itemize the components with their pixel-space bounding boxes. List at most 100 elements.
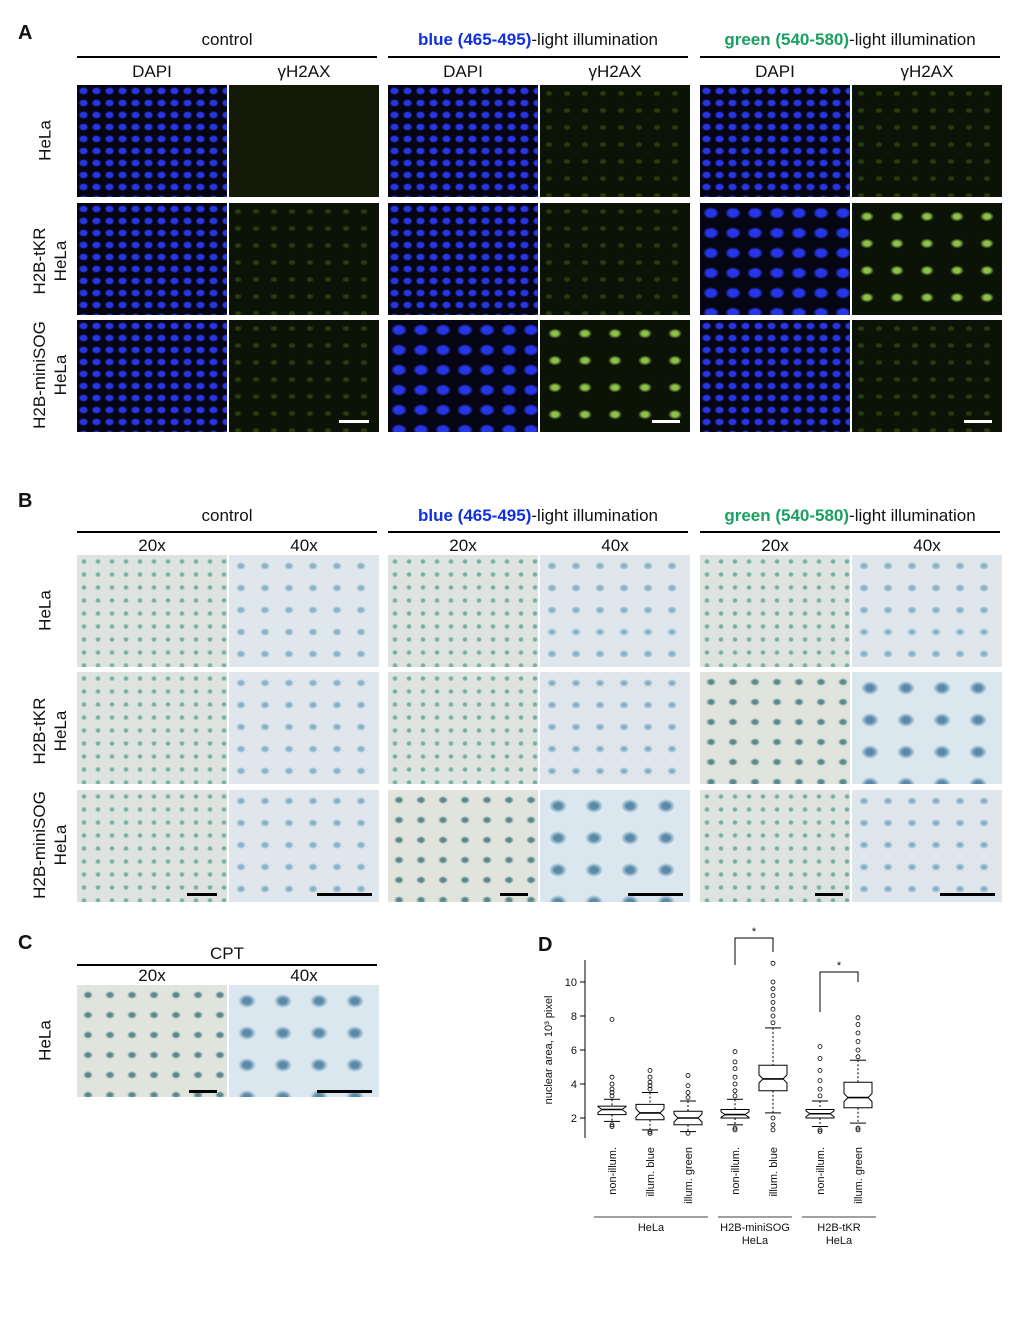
outlier-point [855,1022,861,1027]
panel-b-sub-3: 20x [449,536,477,555]
panel-b-rule-2 [388,531,688,533]
micrograph-a-minisog-control-gh2ax [229,320,379,432]
panel-b-row-label-h2b-minisog: H2B-miniSOG HeLa [29,783,71,907]
panel-b-blue-header: blue (465-495)-light illumination [388,506,688,526]
box-1 [635,1103,665,1121]
outlier-point [770,1127,776,1133]
outlier-point [647,1129,653,1135]
scale-bar [500,893,528,896]
outlier-point [770,960,776,966]
micrograph-a-minisog-blue-dapi [388,320,538,432]
panel-a-sub-3: DAPI [443,62,483,81]
scale-bar [187,893,217,896]
outlier-point [817,1086,823,1092]
outlier-point [732,1081,738,1087]
row-label-line: H2B-tKR [30,227,49,295]
outlier-point [609,1093,615,1099]
panel-b-sub-5: 20x [761,536,789,555]
micrograph-a-minisog-green-dapi [700,320,850,432]
group-label: HeLa [638,1222,665,1234]
micrograph-b-hela-green-40x [852,555,1002,667]
panel-b-sub-1: 20x [138,536,166,555]
micrograph-a-hela-green-dapi [700,85,850,197]
significance-bracket [734,937,774,965]
outlier-point [770,1006,776,1012]
significance-star: * [752,926,757,938]
micrograph-a-tkr-control-dapi [77,203,227,315]
scale-bar [815,893,843,896]
box-4 [758,1064,788,1092]
outlier-point [855,1015,861,1021]
y-axis-label: nuclear area, 10³ pixel [543,996,555,1105]
scale-bar [317,893,372,896]
outlier-point [609,1090,615,1095]
panel-a-row-label-h2b-tkr: H2B-tKR HeLa [29,216,71,306]
panel-c-header: CPT [210,944,244,963]
outlier-point [685,1073,691,1078]
group-label: HeLa [742,1235,769,1247]
outlier-point [770,1020,776,1026]
outlier-point [732,1049,738,1055]
y-tick-label: 6 [571,1045,577,1057]
box-3 [720,1109,750,1119]
outlier-point [732,1074,738,1080]
y-tick-label: 8 [571,1011,577,1023]
scale-bar [317,1090,372,1093]
micrograph-a-hela-blue-dapi [388,85,538,197]
outlier-point [855,1125,861,1131]
illumination-suffix: -light illumination [849,506,976,525]
micrograph-a-minisog-green-gh2ax [852,320,1002,432]
outlier-point [647,1079,653,1085]
outlier-point [732,1059,738,1065]
outlier-point [647,1074,653,1080]
panel-c-rule [77,964,377,966]
panel-a-row-label-hela: HeLa [35,120,55,161]
panel-a-blue-header: blue (465-495)-light illumination [388,30,688,50]
scale-bar [189,1090,217,1093]
significance-star: * [837,960,842,972]
outlier-point [732,1125,738,1131]
nuclear-area-boxplot: 2 4 6 8 10 nuclear area, 10³ pixel non-illum. i… [543,926,876,1247]
panel-b-sub-2: 40x [290,536,318,555]
outlier-point [817,1056,823,1061]
outlier-point [609,1017,615,1022]
outlier-point [770,993,776,998]
micrograph-b-hela-control-40x [229,555,379,667]
outlier-point [817,1067,823,1073]
outlier-point [609,1124,615,1129]
row-label-line: H2B-miniSOG [30,791,49,899]
outlier-point [685,1083,691,1089]
panel-a-rule-3 [700,56,1000,58]
y-tick-label: 10 [565,977,577,989]
panel-b-rule-1 [77,531,377,533]
micrograph-a-tkr-green-gh2ax [852,203,1002,315]
category-label: non-illum. [730,1147,742,1195]
outlier-point [609,1074,615,1080]
panel-b-row-label-h2b-tkr: H2B-tKR HeLa [29,686,71,776]
outlier-point [770,1115,776,1121]
scale-bar [652,420,680,423]
micrograph-b-hela-blue-20x [388,555,538,667]
scale-bar [964,420,992,423]
box-6 [843,1081,873,1109]
panel-b-sub-6: 40x [913,536,941,555]
category-label: illum. blue [768,1147,780,1197]
micrograph-a-tkr-control-gh2ax [229,203,379,315]
outlier-point [770,979,776,985]
outlier-point [770,986,776,992]
panel-b-control-header: control [201,506,253,525]
scale-bar [940,893,995,896]
group-label: HeLa [826,1235,853,1247]
blue-wavelength: blue (465-495) [417,506,532,525]
panel-a-sub-4: γH2AX [588,62,642,81]
outlier-point [732,1066,738,1072]
panel-b-letter: B [18,490,33,512]
panel-b-row-label-hela: HeLa [35,590,55,631]
row-label-line: H2B-tKR [30,697,49,765]
outlier-point [685,1130,691,1136]
y-tick-label: 2 [571,1113,577,1125]
outlier-point [817,1078,823,1084]
panel-a-rule-1 [77,56,377,58]
outlier-point [770,1000,776,1005]
micrograph-a-hela-control-dapi [77,85,227,197]
